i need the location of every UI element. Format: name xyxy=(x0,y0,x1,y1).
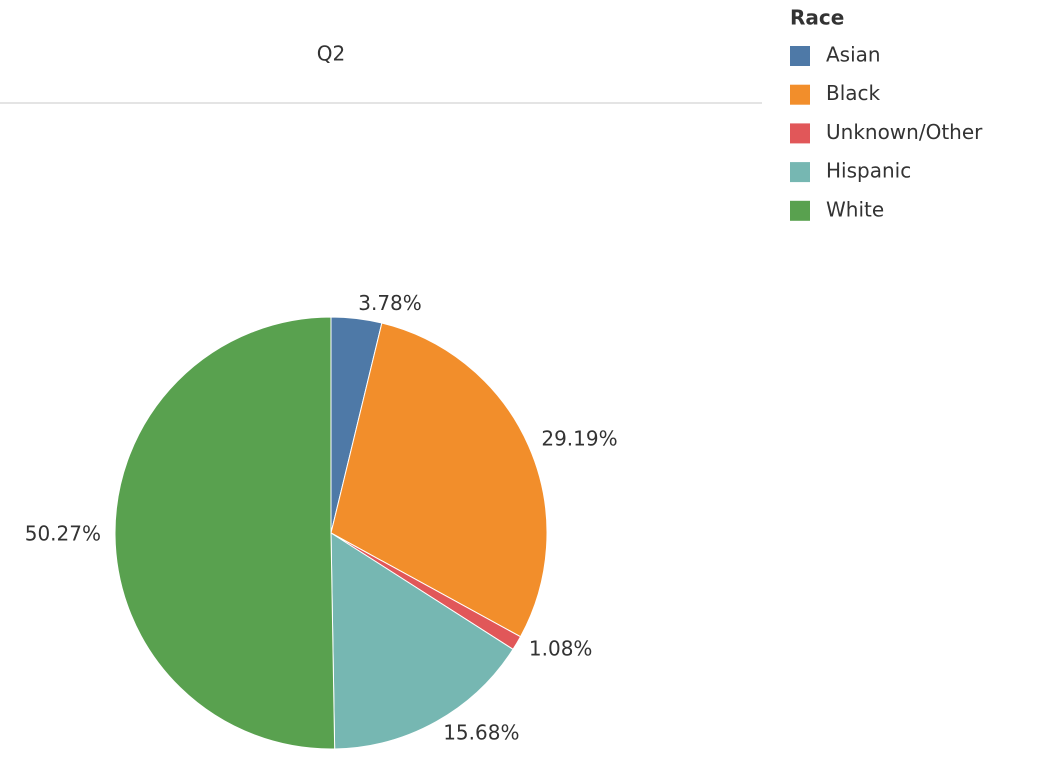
slice-label: 50.27% xyxy=(25,521,101,545)
legend-swatch xyxy=(790,200,810,221)
legend-label: Asian xyxy=(826,43,881,67)
pie-slice xyxy=(114,316,336,750)
slice-label: 1.08% xyxy=(529,637,593,661)
slice-label: 15.68% xyxy=(443,720,519,744)
legend-title: Race xyxy=(790,6,844,30)
legend-swatch xyxy=(790,84,810,105)
slice-label: 3.78% xyxy=(358,291,422,315)
legend-label: Black xyxy=(826,81,881,105)
chart-title: Q2 xyxy=(317,42,345,66)
legend-swatch xyxy=(790,46,810,66)
legend-label: White xyxy=(826,197,884,221)
legend-label: Unknown/Other xyxy=(826,120,983,144)
legend-swatch xyxy=(790,162,810,183)
legend-label: Hispanic xyxy=(826,159,911,183)
pie-slice xyxy=(330,322,548,638)
pie-slice xyxy=(330,532,514,750)
legend-swatch xyxy=(790,123,810,144)
slice-label: 29.19% xyxy=(541,427,617,451)
